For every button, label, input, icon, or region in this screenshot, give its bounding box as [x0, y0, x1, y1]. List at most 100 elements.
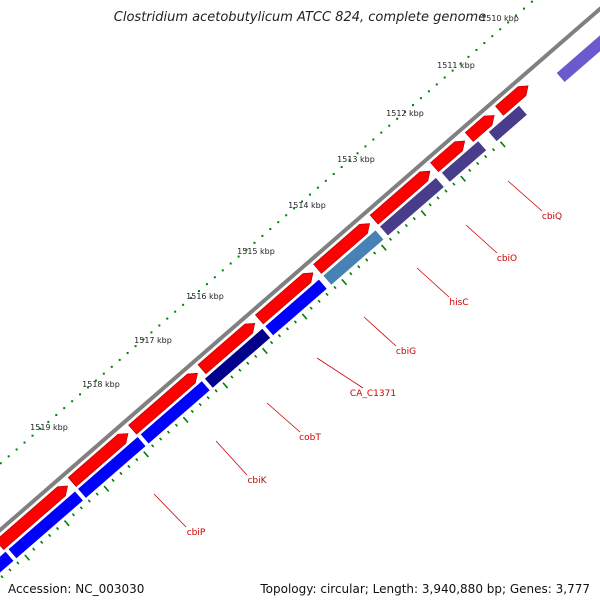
gene-leader-line: [465, 224, 498, 254]
tick-mark: [143, 451, 149, 458]
dotted-scale-guide: [0, 0, 533, 465]
guide-dot: [86, 386, 89, 389]
tick-mark: [103, 485, 110, 492]
tick-mark: [325, 292, 329, 297]
footer-bar: Accession: NC_003030 Topology: circular;…: [0, 578, 600, 600]
gene-leader-line: [507, 180, 543, 212]
gene-label: cbiO: [497, 254, 517, 264]
scale-labels: 1510 kbp 1511 kbp 1512 kbp 1513 kbp 1514 kbp…: [30, 14, 519, 432]
forward-gene: [313, 223, 370, 274]
gene-leader-line: [316, 357, 364, 389]
tick-mark: [174, 423, 179, 427]
topology-text: Topology: circular; Length: 3,940,880 bp…: [260, 582, 590, 596]
gene-label: cbiQ: [542, 212, 562, 222]
tick-marks: [0, 141, 506, 579]
gene-leader-line: [363, 316, 397, 347]
tick-mark: [71, 513, 75, 517]
kbp-label: 1514 kbp: [288, 201, 326, 210]
tick-mark: [476, 161, 480, 166]
guide-dot: [7, 455, 10, 458]
gene-label: cobT: [299, 433, 321, 443]
tick-mark: [468, 168, 472, 173]
reverse-gene: [441, 141, 487, 182]
tick-mark: [301, 313, 308, 320]
guide-dot: [190, 296, 193, 299]
guide-dot: [110, 365, 113, 368]
guide-dot: [213, 276, 216, 279]
guide-dot: [277, 221, 280, 224]
guide-dot: [475, 48, 478, 51]
guide-dot: [332, 172, 335, 175]
tick-mark: [63, 520, 70, 527]
guide-dot: [515, 14, 518, 17]
forward-gene: [495, 85, 529, 116]
forward-gene: [254, 272, 314, 325]
guide-dot: [205, 283, 208, 286]
guide-dot: [0, 462, 2, 465]
tick-mark: [151, 444, 155, 448]
forward-gene: [464, 115, 495, 142]
guide-dot: [372, 138, 375, 141]
reverse-gene: [323, 230, 384, 285]
guide-dot: [39, 427, 42, 430]
tick-mark: [444, 189, 448, 193]
guide-dot: [483, 42, 486, 45]
guide-dot: [47, 420, 50, 423]
tick-mark: [166, 430, 171, 434]
kbp-label: 1516 kbp: [186, 292, 224, 301]
tick-mark: [222, 382, 229, 389]
kbp-label: 1513 kbp: [337, 155, 375, 164]
guide-dot: [419, 97, 422, 100]
reverse-strand-genes: [0, 35, 600, 573]
gene-label: cbiK: [247, 476, 267, 486]
gene-leader-line: [153, 493, 187, 528]
tick-mark: [182, 416, 189, 424]
guide-dot: [301, 200, 304, 203]
guide-dot: [94, 379, 97, 382]
guide-dot: [388, 124, 391, 127]
tick-mark: [48, 533, 52, 538]
gene-leader-line: [215, 440, 248, 476]
tick-mark: [158, 437, 163, 441]
guide-dot: [340, 166, 343, 169]
forward-gene: [430, 140, 466, 173]
reverse-gene: [488, 105, 527, 142]
guide-dot: [467, 55, 470, 58]
reverse-gene: [556, 35, 600, 82]
tick-mark: [127, 464, 131, 469]
guide-dot: [134, 345, 137, 348]
tick-mark: [277, 334, 282, 338]
tick-mark: [40, 540, 44, 544]
kbp-label: 1518 kbp: [82, 380, 120, 389]
tick-mark: [55, 526, 60, 531]
reverse-gene: [140, 381, 210, 444]
guide-dot: [316, 186, 319, 189]
tick-mark: [317, 299, 321, 303]
tick-mark: [460, 175, 467, 182]
tick-mark: [309, 306, 313, 310]
kbp-label: 1512 kbp: [386, 109, 424, 118]
guide-dot: [507, 21, 510, 24]
tick-mark: [262, 347, 268, 355]
tick-mark: [230, 375, 234, 379]
tick-mark: [373, 251, 377, 255]
reverse-gene: [8, 491, 83, 559]
tick-mark: [333, 285, 337, 290]
guide-dot: [435, 83, 438, 86]
tick-mark: [484, 154, 488, 159]
gene-label: cbiP: [187, 528, 206, 538]
guide-dot: [412, 104, 415, 107]
tick-mark: [24, 554, 31, 561]
guide-dot: [118, 358, 121, 361]
forward-gene: [67, 433, 129, 488]
guide-dot: [182, 303, 185, 306]
backbone-line: [0, 6, 600, 533]
tick-mark: [404, 223, 408, 228]
tick-mark: [412, 216, 416, 221]
tick-mark: [396, 230, 400, 235]
tick-mark: [341, 278, 348, 286]
reverse-gene: [0, 551, 14, 573]
guide-dot: [348, 159, 351, 162]
tick-mark: [254, 354, 258, 359]
gene-leader-line: [416, 267, 450, 298]
